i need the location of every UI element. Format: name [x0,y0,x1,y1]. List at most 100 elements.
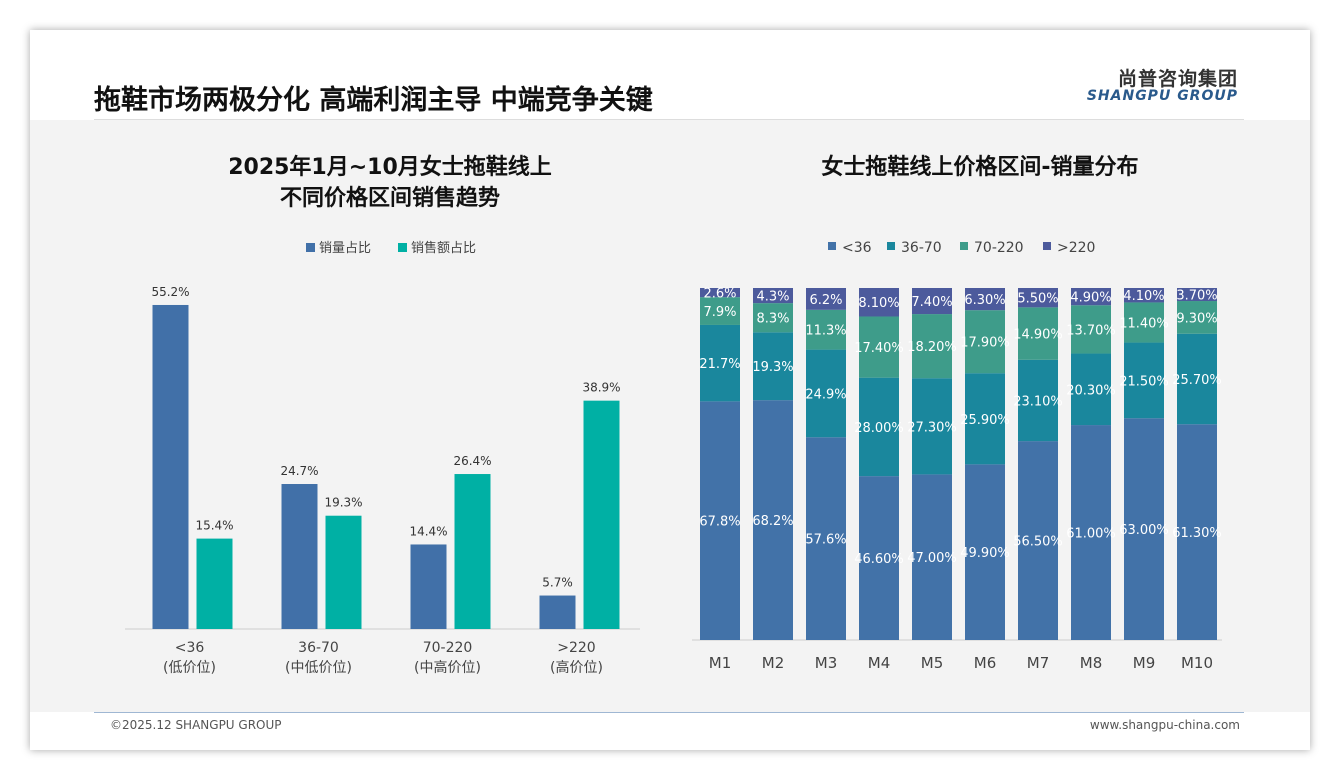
stacked-bar-segment [1177,333,1217,425]
stacked-bar-segment [859,288,899,317]
stacked-bar-segment [753,303,793,333]
stacked-bar-segment [1018,441,1058,640]
data-label: 8.3% [756,312,789,327]
tick-label: M9 [1133,654,1156,672]
tick-label: M6 [974,654,997,672]
legend-swatch [1043,242,1051,250]
stacked-bar-segment [1018,288,1058,308]
stacked-bar-segment [965,373,1005,465]
stacked-bar-segment [1177,424,1217,640]
data-label: 7.9% [703,305,736,320]
data-label: 2.6% [703,287,736,302]
legend-swatch [828,242,836,250]
stacked-bar-segment [912,474,952,640]
bar [583,400,620,629]
data-label: 5.50% [1017,292,1058,307]
footer [30,712,1310,750]
data-label: 55.2% [151,285,189,299]
data-label: 17.90% [960,336,1010,351]
stacked-bar-segment [859,377,899,477]
stacked-bar-segment [1071,353,1111,426]
tick-sublabel: (中低价位) [285,660,352,676]
tick-label: 36-70 [298,640,339,656]
data-label: 38.9% [582,381,620,395]
data-label: 61.30% [1172,526,1222,541]
stacked-bar-segment [859,476,899,640]
data-label: 17.40% [854,341,904,356]
stacked-bar-segment [912,288,952,315]
data-label: 8.10% [858,296,899,311]
right-chart-title: 女士拖鞋线上价格区间-销量分布 [821,155,1139,180]
legend-label: 70-220 [974,240,1024,256]
stacked-bar-segment [859,316,899,378]
data-label: 27.30% [907,420,957,435]
data-label: 15.4% [195,519,233,533]
data-label: 63.00% [1119,523,1169,538]
tick-sublabel: (高价位) [550,659,603,676]
legend-label: >220 [1057,240,1095,256]
data-label: 68.2% [752,514,793,529]
stacked-bar-segment [965,310,1005,374]
data-label: 19.3% [752,360,793,375]
title-line2: 不同价格区间销售趋势 [279,186,500,211]
data-label: 11.3% [805,324,846,339]
data-label: 61.00% [1066,527,1116,542]
stacked-bar-segment [1124,418,1164,640]
data-label: 3.70% [1176,289,1217,304]
data-label: 18.20% [907,340,957,355]
data-label: 6.30% [964,293,1005,308]
legend-swatch [398,243,407,252]
stacked-bar-segment [1071,305,1111,354]
legend-swatch [887,242,895,250]
data-label: 49.90% [960,546,1010,561]
data-label: 67.8% [699,515,740,530]
stacked-bar-segment [1071,288,1111,306]
bar [196,538,233,629]
data-label: 21.50% [1119,374,1169,389]
tick-label: M2 [762,654,785,672]
data-label: 24.7% [280,464,318,478]
legend-label: 销量占比 [319,241,371,256]
stacked-bar-segment [806,288,846,310]
header [30,30,1310,120]
data-label: 47.00% [907,551,957,566]
stacked-bar-segment [1124,288,1164,303]
data-label: 4.10% [1123,289,1164,304]
data-label: 4.90% [1070,291,1111,306]
stacked-bar-segment [806,437,846,640]
left-chart-title: 2025年1月~10月女士拖鞋线上 不同价格区间销售趋势 [160,152,620,214]
legend-label: <36 [842,240,872,256]
stacked-bar-segment [965,288,1005,311]
stacked-bar-segment [912,314,952,379]
logo-en: SHANGPU GROUP [1086,88,1238,104]
data-label: 19.3% [324,496,362,510]
legend-label: 销售额占比 [411,240,476,256]
tick-label: 70-220 [423,640,473,656]
data-label: 6.2% [809,293,842,308]
bar [325,515,362,629]
data-label: 11.40% [1119,316,1169,331]
stacked-bar-segment [753,332,793,401]
data-label: 9.30% [1176,311,1217,326]
stacked-bar-segment [1177,288,1217,302]
copyright: ©2025.12 SHANGPU GROUP [110,718,282,732]
data-label: 21.7% [699,357,740,372]
tick-label: <36 [175,640,205,656]
tick-label: M1 [709,654,732,672]
footer-divider [94,712,1244,713]
stacked-bar-segment [912,378,952,475]
stacked-bar-segment [1018,307,1058,360]
header-divider [94,119,1244,120]
bar [539,595,576,629]
tick-label: M3 [815,654,838,672]
data-label: 4.3% [756,290,789,305]
legend-swatch [960,242,968,250]
data-label: 56.50% [1013,535,1063,550]
stacked-bar-segment [806,309,846,350]
data-label: 23.10% [1013,394,1063,409]
data-label: 25.70% [1172,373,1222,388]
bar [281,484,318,629]
stacked-bar-segment [965,464,1005,640]
tick-label: >220 [557,640,595,656]
